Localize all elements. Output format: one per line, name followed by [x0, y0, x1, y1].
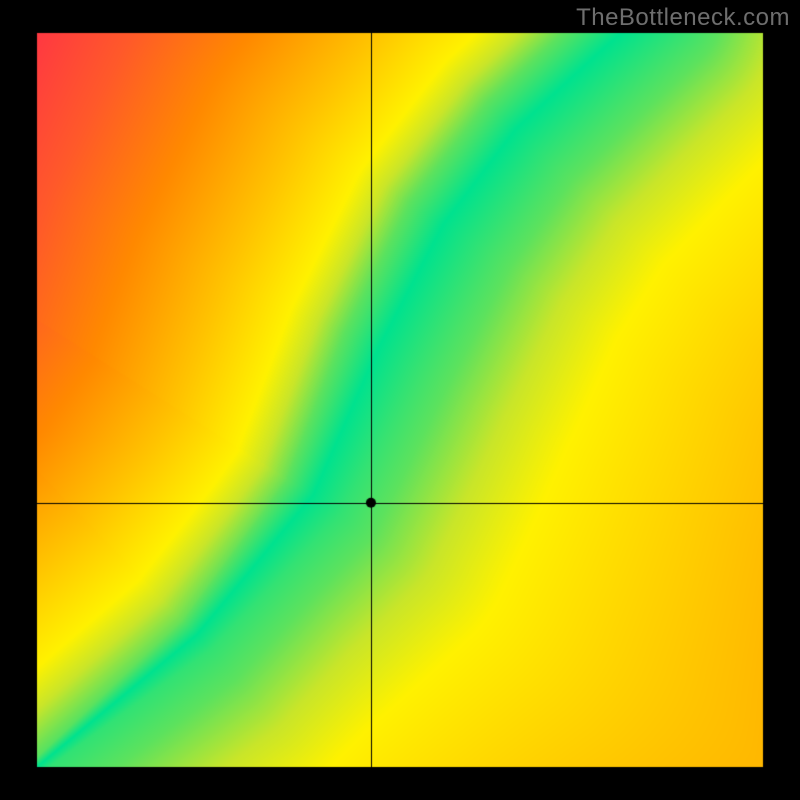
watermark-text: TheBottleneck.com	[576, 4, 790, 32]
bottleneck-heatmap	[0, 0, 800, 800]
